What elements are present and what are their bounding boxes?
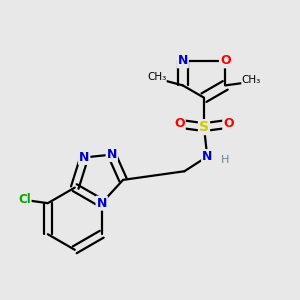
Text: N: N [97,197,107,210]
Text: H: H [221,155,230,165]
Text: N: N [202,150,212,163]
Text: CH₃: CH₃ [242,76,261,85]
Text: N: N [178,54,188,67]
Text: N: N [106,148,117,161]
Text: O: O [220,54,230,67]
Text: O: O [223,117,234,130]
Text: S: S [199,120,209,134]
Text: CH₃: CH₃ [147,72,166,82]
Text: N: N [79,151,89,164]
Text: O: O [174,117,185,130]
Text: Cl: Cl [18,194,31,206]
